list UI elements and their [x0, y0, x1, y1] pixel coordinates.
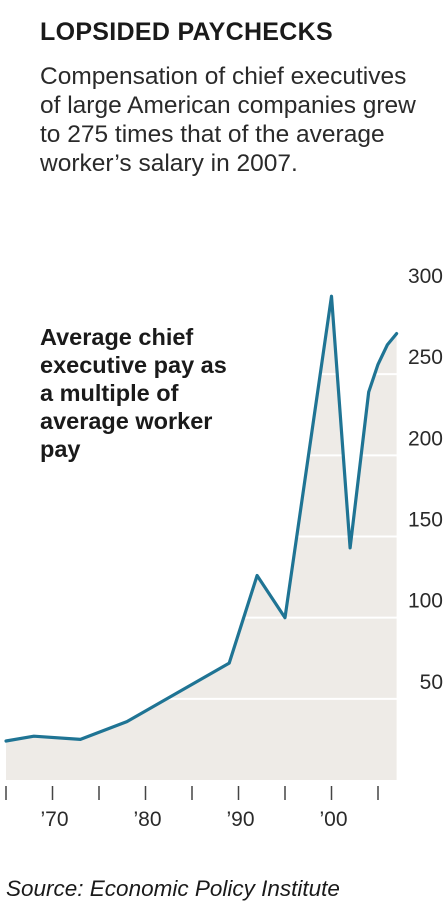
- x-tick-label: ’80: [133, 808, 161, 831]
- y-tick-label: 200: [408, 427, 443, 450]
- y-tick-label: 50: [420, 671, 443, 694]
- y-tick-label-layer: 50 100 150 200 250 300: [408, 265, 443, 694]
- x-tick-label: ’90: [226, 808, 254, 831]
- chart-subtitle: Compensation of chief executives of larg…: [40, 63, 416, 177]
- area-fill: [6, 296, 397, 780]
- x-tick-label: ’70: [40, 808, 68, 831]
- chart-annotation: Average chief executive pay as a multipl…: [40, 324, 227, 462]
- source-note: Source: Economic Policy Institute: [6, 876, 340, 901]
- x-axis-layer: ’70 ’80 ’90 ’00: [5, 786, 379, 831]
- series-line-layer: [4, 294, 399, 743]
- y-tick-label: 250: [408, 346, 443, 369]
- chart-title: LOPSIDED PAYCHECKS: [40, 18, 333, 46]
- y-tick-label: 100: [408, 590, 443, 613]
- area-fill-layer: [6, 296, 397, 780]
- chart: 50 100 150 200 250 300 ’70 ’80 ’90 ’00: [4, 265, 443, 831]
- x-tick-label: ’00: [319, 808, 347, 831]
- y-tick-label: 300: [408, 265, 443, 288]
- y-tick-label: 150: [408, 509, 443, 532]
